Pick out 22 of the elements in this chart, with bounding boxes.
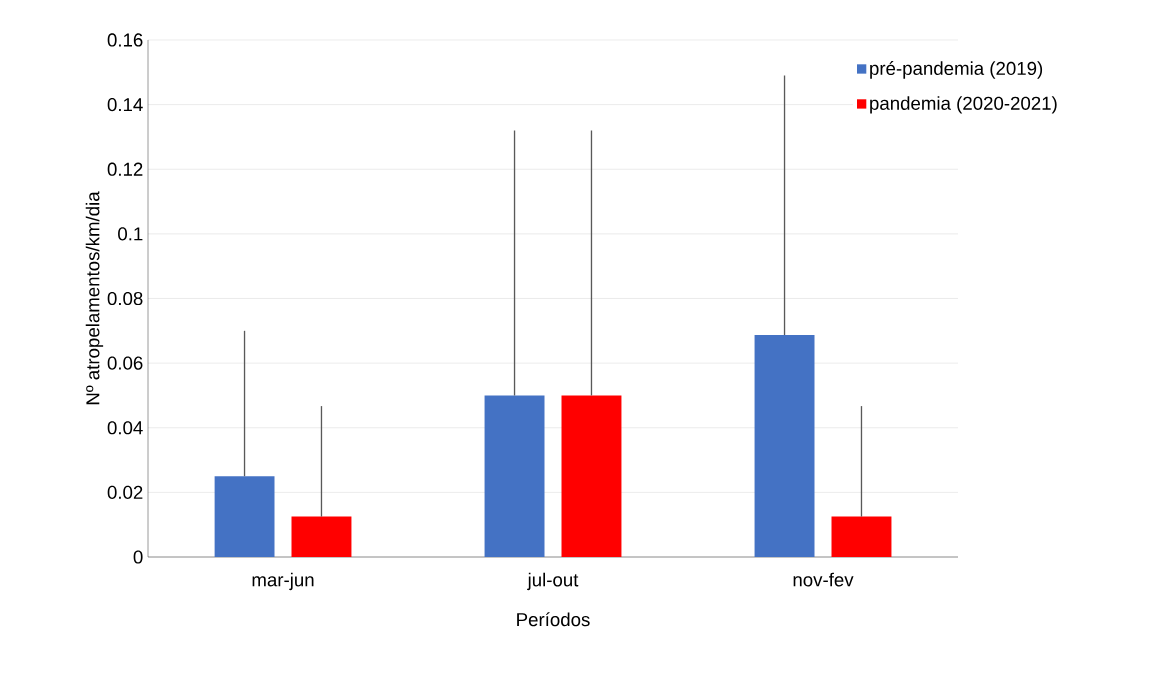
bar xyxy=(484,395,545,557)
bar xyxy=(754,335,815,557)
x-tick-label: nov-fev xyxy=(793,572,854,587)
bar xyxy=(291,516,352,557)
y-tick-label: 0 xyxy=(133,550,143,564)
y-tick-label: 0.1 xyxy=(118,227,143,241)
legend-label: pandemia (2020-2021) xyxy=(870,96,1057,114)
y-tick-label: 0.08 xyxy=(107,291,143,306)
y-tick-label: 0.04 xyxy=(107,421,143,435)
y-tick-label: 0.14 xyxy=(107,98,143,112)
x-tick-label: mar-jun xyxy=(252,572,314,591)
bar xyxy=(561,395,622,557)
y-tick-label: 0.16 xyxy=(107,33,143,47)
y-tick-label: 0.12 xyxy=(107,162,143,176)
y-tick-label: 0.06 xyxy=(107,356,143,370)
y-tick-label: 0.02 xyxy=(107,485,143,499)
bar xyxy=(831,516,892,557)
x-axis-title: Períodos xyxy=(517,612,590,627)
legend-label: pré-pandemia (2019) xyxy=(870,61,1043,79)
x-tick-label: jul-out xyxy=(527,572,579,591)
bar xyxy=(214,476,275,557)
y-axis-title: Nº atropelamentos/km/dia xyxy=(85,191,104,405)
